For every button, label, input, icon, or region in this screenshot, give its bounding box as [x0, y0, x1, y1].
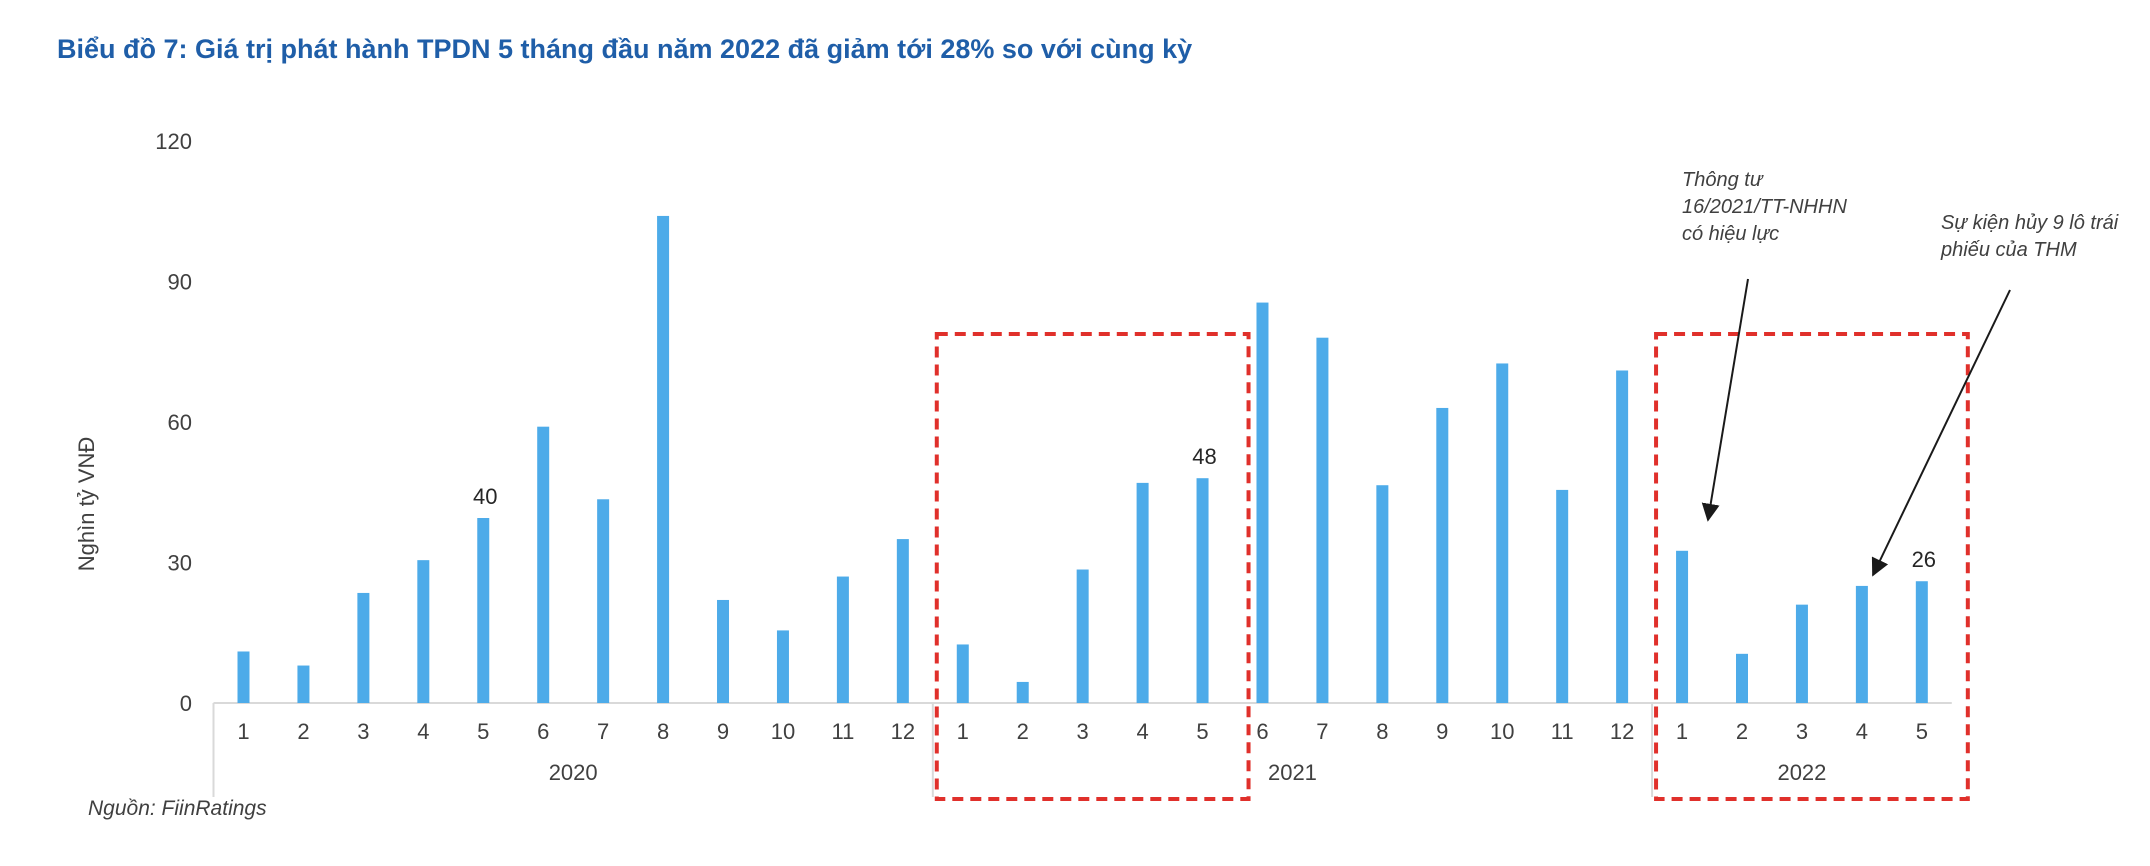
bar: [1316, 337, 1329, 703]
bar: [297, 665, 310, 703]
x-tick-label: 8: [657, 719, 669, 744]
highlight-box: [934, 332, 1251, 801]
x-tick-label: 4: [1136, 719, 1148, 744]
x-tick-label: 8: [1376, 719, 1388, 744]
bar: [1436, 407, 1449, 703]
bar: [717, 599, 730, 703]
y-axis: 0 30 60 90 120 Nghìn tỷ VNĐ: [74, 129, 192, 716]
highlight-boxes: [934, 332, 1970, 801]
bar: [537, 426, 550, 703]
bar: [1556, 489, 1569, 703]
bar: [1795, 604, 1808, 703]
x-tick-label: 6: [1256, 719, 1268, 744]
highlight-box: [1654, 332, 1970, 801]
y-tick-label: 90: [168, 270, 192, 295]
x-tick-label: 5: [477, 719, 489, 744]
bar: [956, 644, 969, 703]
x-tick-label: 10: [1490, 719, 1514, 744]
bar: [1136, 482, 1149, 703]
x-tick-label: 7: [1316, 719, 1328, 744]
bar: [776, 630, 789, 703]
x-tick-label: 3: [1077, 719, 1089, 744]
annotation-text: 16/2021/TT-NHHN: [1682, 196, 1847, 218]
bar: [1915, 581, 1928, 703]
x-tick-label: 5: [1196, 719, 1208, 744]
annotations: Thông tư 16/2021/TT-NHHN có hiệu lực Sự kiệ…: [1682, 169, 2119, 577]
y-tick-label: 60: [168, 410, 192, 435]
x-tick-label: 12: [891, 719, 915, 744]
x-tick-label: 10: [771, 719, 795, 744]
x-tick-label: 3: [357, 719, 369, 744]
annotation-text: Sự kiện hủy 9 lô trái: [1941, 212, 2119, 234]
bar: [1496, 363, 1509, 703]
x-group-label: 2021: [1268, 760, 1317, 785]
x-tick-label: 11: [1551, 719, 1574, 744]
x-tick-label: 12: [1610, 719, 1634, 744]
x-tick-label: 9: [717, 719, 729, 744]
bar: [1676, 550, 1689, 703]
bar: [1855, 585, 1868, 703]
chart-title: Biểu đồ 7: Giá trị phát hành TPDN 5 thán…: [57, 34, 1193, 64]
x-tick-label: 5: [1916, 719, 1928, 744]
annotation-text: có hiệu lực: [1682, 223, 1779, 245]
bar: [1376, 485, 1389, 703]
bar: [417, 560, 430, 703]
bar: [1196, 478, 1209, 703]
annotation-arrow: [1701, 278, 1749, 522]
x-tick-label: 9: [1436, 719, 1448, 744]
x-tick-label: 2: [1017, 719, 1029, 744]
x-tick-label: 2: [297, 719, 309, 744]
bar-series: [237, 215, 1928, 703]
bar: [357, 592, 370, 703]
x-tick-label: 4: [1856, 719, 1868, 744]
bar: [836, 576, 849, 703]
x-tick-label: 6: [537, 719, 549, 744]
bar: [1256, 302, 1269, 703]
x-tick-label: 11: [831, 719, 854, 744]
y-tick-label: 0: [180, 691, 192, 716]
x-group-label: 2020: [549, 760, 598, 785]
bar: [1016, 681, 1029, 703]
x-tick-label: 1: [957, 719, 969, 744]
y-tick-label: 120: [155, 129, 192, 154]
x-tick-label: 1: [237, 719, 249, 744]
x-tick-label: 4: [417, 719, 429, 744]
bar: [597, 499, 610, 703]
bar: [657, 215, 670, 703]
data-labels: 40 48 26: [473, 444, 1936, 572]
data-label: 48: [1192, 444, 1216, 469]
y-axis-title: Nghìn tỷ VNĐ: [74, 437, 99, 572]
y-tick-label: 30: [168, 551, 192, 576]
annotation-text: Thông tư: [1682, 169, 1764, 191]
x-tick-label: 2: [1736, 719, 1748, 744]
source-note: Nguồn: FiinRatings: [88, 797, 267, 820]
annotation-arrow: [1871, 289, 2011, 577]
bar: [1616, 370, 1629, 703]
x-tick-label: 1: [1676, 719, 1688, 744]
bar: [896, 539, 909, 703]
x-tick-label: 3: [1796, 719, 1808, 744]
data-label: 40: [473, 484, 497, 509]
bar: [477, 518, 490, 703]
bar: [237, 651, 250, 703]
bar: [1076, 569, 1089, 703]
annotation-text: phiếu của THM: [1940, 239, 2077, 261]
data-label: 26: [1912, 547, 1936, 572]
x-tick-label: 7: [597, 719, 609, 744]
x-group-label: 2022: [1777, 760, 1826, 785]
bar: [1736, 653, 1748, 703]
